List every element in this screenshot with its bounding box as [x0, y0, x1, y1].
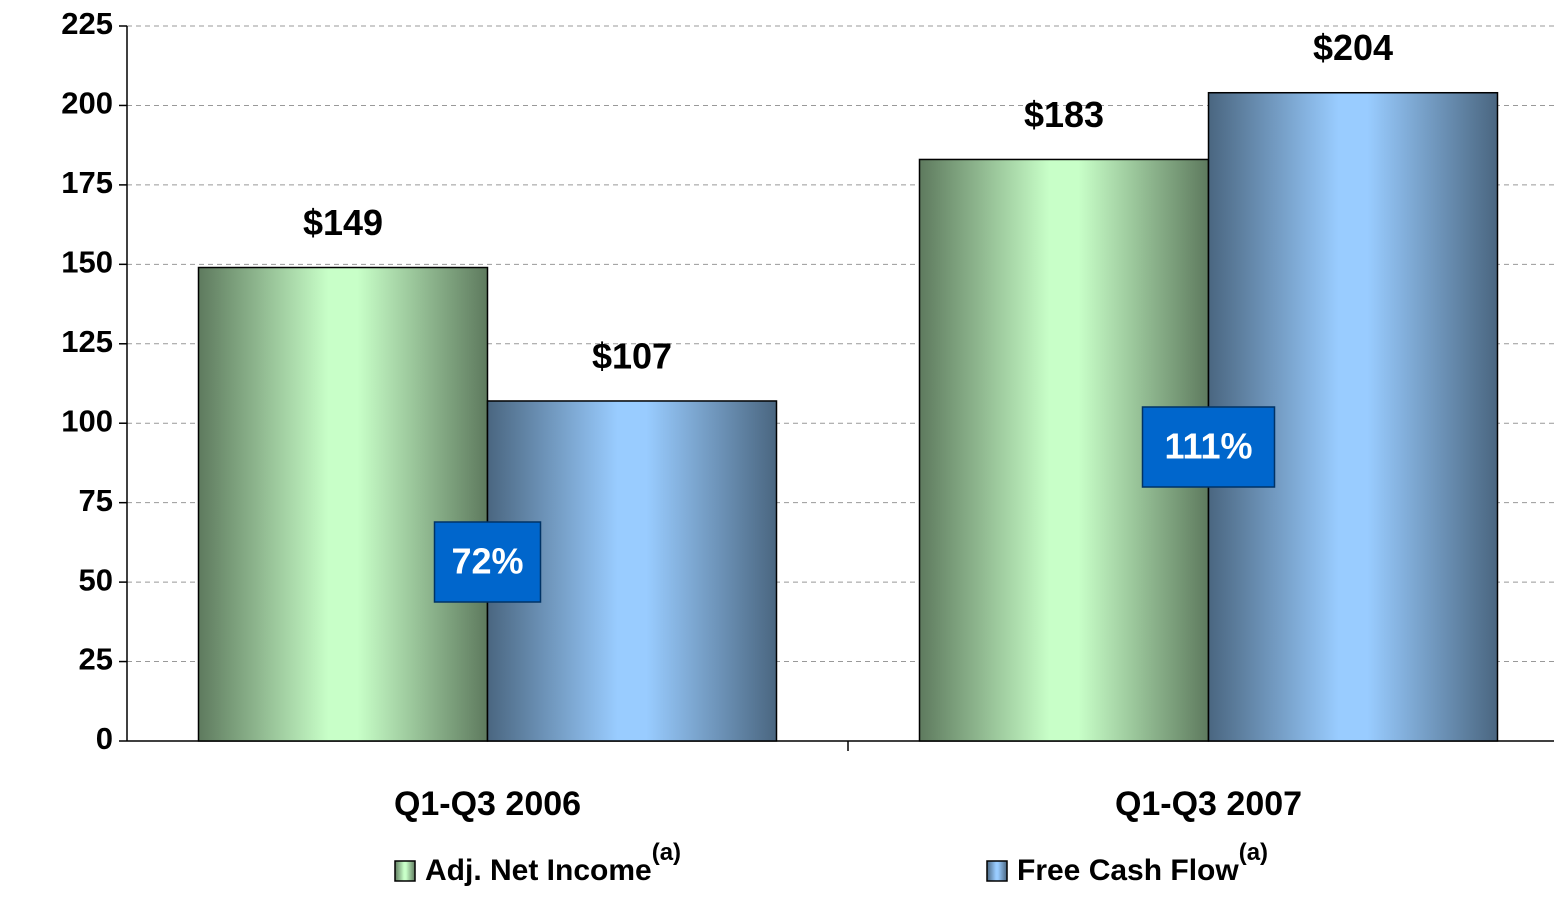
legend-note: (a): [1239, 839, 1268, 866]
annotation-box: [1141, 406, 1276, 488]
value-label: $149: [303, 202, 383, 243]
y-tick-label: 0: [96, 721, 113, 756]
annotation: 111%: [1164, 426, 1252, 467]
annotation-box: [433, 521, 542, 603]
y-tick-label: 50: [79, 562, 113, 597]
x-tick-label: Q1-Q3 2007: [1115, 785, 1302, 823]
y-tick-label: 150: [61, 245, 113, 280]
bar: [197, 266, 489, 742]
y-tick-label: 25: [79, 642, 113, 677]
legend-swatch: [394, 860, 416, 882]
value-label: $183: [1024, 94, 1104, 135]
y-tick-label: 225: [61, 6, 113, 41]
y-tick-label: 125: [61, 324, 113, 359]
legend-name: Free Cash Flow: [1017, 854, 1239, 887]
legend-label: Free Cash Flow(a): [1017, 839, 1268, 887]
value-label: $107: [592, 335, 672, 376]
y-tick-label: 175: [61, 165, 113, 200]
y-tick-label: 100: [61, 403, 113, 438]
legend-swatch: [986, 860, 1008, 882]
y-tick-label: 75: [79, 483, 113, 518]
legend-note: (a): [652, 839, 681, 866]
y-tick-label: 200: [61, 86, 113, 121]
legend-name: Adj. Net Income: [425, 854, 652, 887]
legend-label: Adj. Net Income(a): [425, 839, 681, 887]
annotation: 72%: [451, 541, 523, 582]
x-tick-label: Q1-Q3 2006: [394, 785, 581, 823]
value-label: $204: [1313, 27, 1393, 68]
